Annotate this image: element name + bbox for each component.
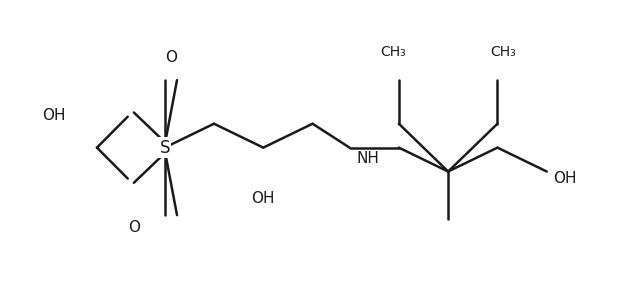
Text: NH: NH bbox=[357, 151, 379, 166]
Text: CH₃: CH₃ bbox=[491, 45, 516, 59]
Text: S: S bbox=[160, 139, 170, 156]
Text: OH: OH bbox=[251, 191, 275, 206]
Text: O: O bbox=[128, 220, 140, 235]
Text: OH: OH bbox=[553, 171, 577, 186]
Text: CH₃: CH₃ bbox=[380, 45, 405, 59]
Text: O: O bbox=[165, 50, 177, 65]
Text: OH: OH bbox=[42, 108, 66, 123]
